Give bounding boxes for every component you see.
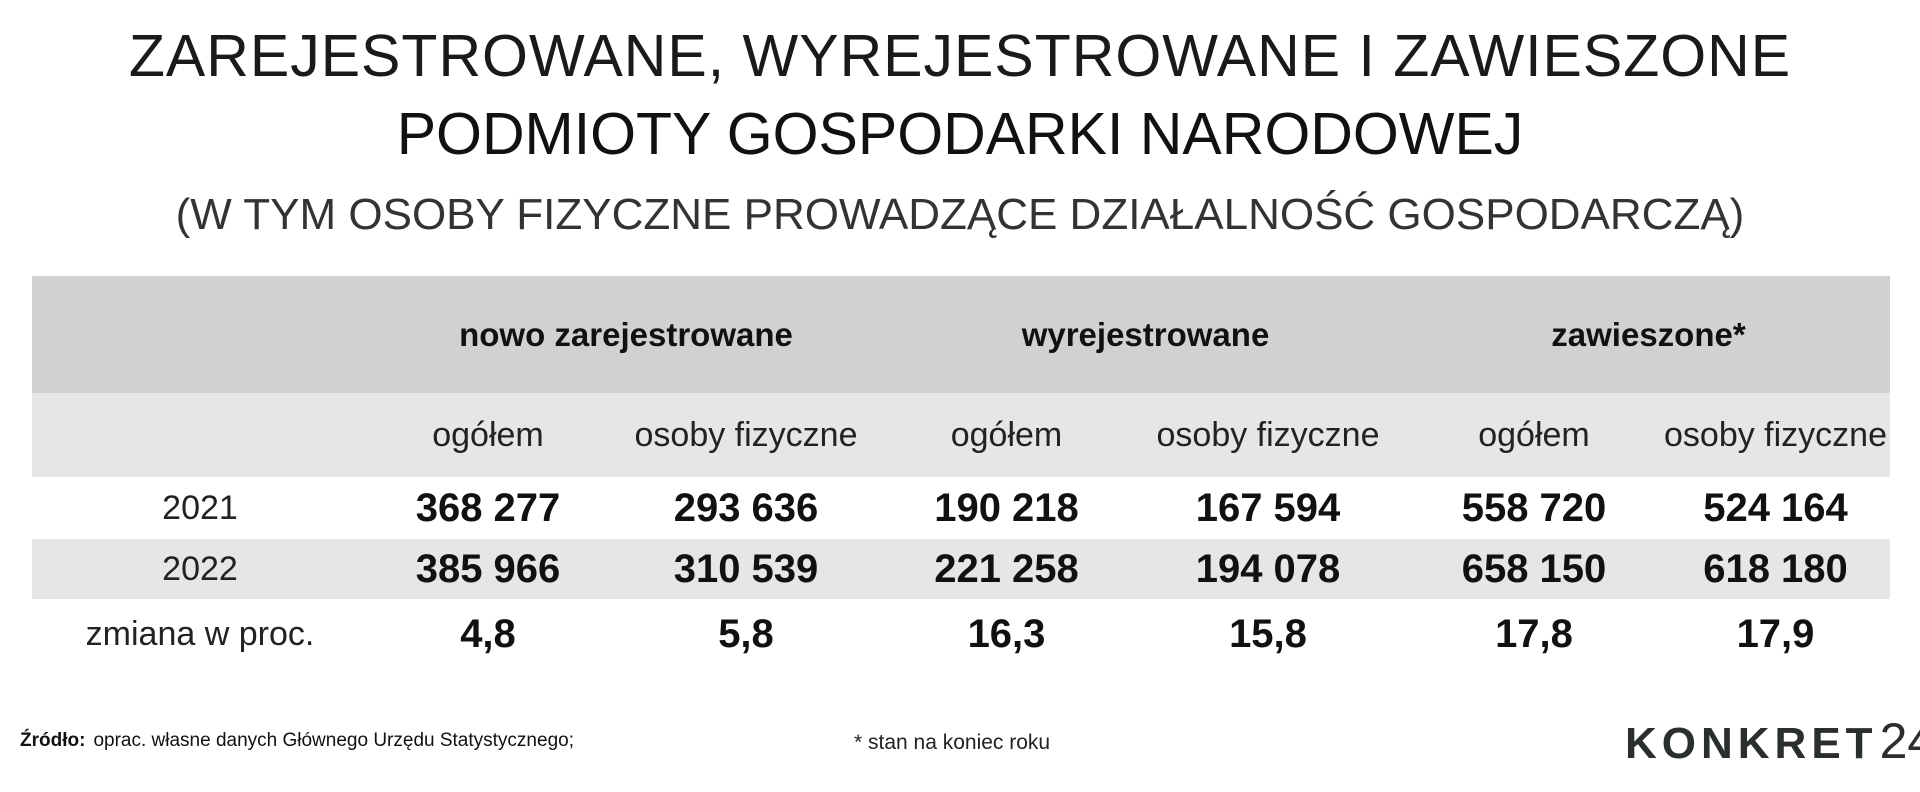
table-cell: 17,9 [1736, 611, 1815, 656]
table-cell: 5,8 [718, 611, 774, 656]
source-note: Źródło: oprac. własne danych Głównego Urz… [20, 730, 574, 752]
table-cell: 194 078 [1195, 546, 1341, 591]
table-cell: 4,8 [460, 611, 516, 656]
logo-number: 24 [1879, 713, 1920, 769]
group-header-suspended: zawieszone* [1551, 315, 1746, 353]
row-label: zmiana w proc. [85, 614, 315, 653]
sub-header-cell: osoby fizyczne [634, 415, 858, 454]
table-cell: 167 594 [1195, 485, 1341, 530]
sub-header-cell: ogółem [432, 415, 544, 454]
table-cell: 17,8 [1495, 611, 1573, 656]
data-table: nowo zarejestrowane wyrejestrowane zawie… [32, 276, 1890, 669]
table-row: 2022 385 966 310 539 221 258 194 078 658… [32, 539, 1890, 599]
page-subtitle: (W TYM OSOBY FIZYCZNE PROWADZĄCE DZIAŁAL… [175, 190, 1745, 239]
table-cell: 310 539 [673, 546, 819, 591]
source-text: oprac. własne danych Głównego Urzędu Sta… [93, 730, 574, 751]
table-cell: 658 150 [1461, 546, 1607, 591]
table-row: 2021 368 277 293 636 190 218 167 594 558… [32, 477, 1890, 539]
table-row: zmiana w proc. 4,8 5,8 16,3 15,8 17,8 17… [32, 599, 1890, 669]
brand-logo: KONKRET24 [1625, 712, 1920, 770]
row-label: 2022 [162, 549, 238, 588]
page-title-line-1: ZAREJESTROWANE, WYREJESTROWANE I ZAWIESZ… [128, 23, 1792, 89]
table-cell: 16,3 [967, 611, 1046, 656]
page-title-line-2: PODMIOTY GOSPODARKI NARODOWEJ [396, 101, 1524, 167]
table-cell: 15,8 [1229, 611, 1307, 656]
table-cell: 293 636 [673, 485, 819, 530]
group-header-new: nowo zarejestrowane [459, 315, 793, 353]
sub-header-row: ogółem osoby fizyczne ogółem osoby fizyc… [32, 393, 1890, 477]
source-label: Źródło: [20, 730, 86, 751]
sub-header-cell: ogółem [950, 415, 1063, 454]
table-cell: 221 258 [934, 546, 1079, 591]
sub-header-cell: ogółem [1478, 415, 1590, 454]
sub-header-cell: osoby fizyczne [1156, 415, 1380, 454]
table-cell: 558 720 [1461, 485, 1607, 530]
group-header-row: nowo zarejestrowane wyrejestrowane zawie… [32, 276, 1890, 393]
footnote: * stan na koniec roku [854, 731, 1051, 754]
row-label: 2021 [162, 488, 238, 527]
logo-wordmark: KONKRET [1625, 719, 1878, 768]
table-cell: 618 180 [1703, 546, 1848, 591]
table-cell: 524 164 [1703, 485, 1848, 530]
table-cell: 385 966 [415, 546, 561, 591]
table-cell: 190 218 [934, 485, 1079, 530]
sub-header-cell: osoby fizyczne [1664, 415, 1887, 454]
group-header-deregistered: wyrejestrowane [1021, 315, 1270, 353]
table-cell: 368 277 [415, 485, 561, 530]
